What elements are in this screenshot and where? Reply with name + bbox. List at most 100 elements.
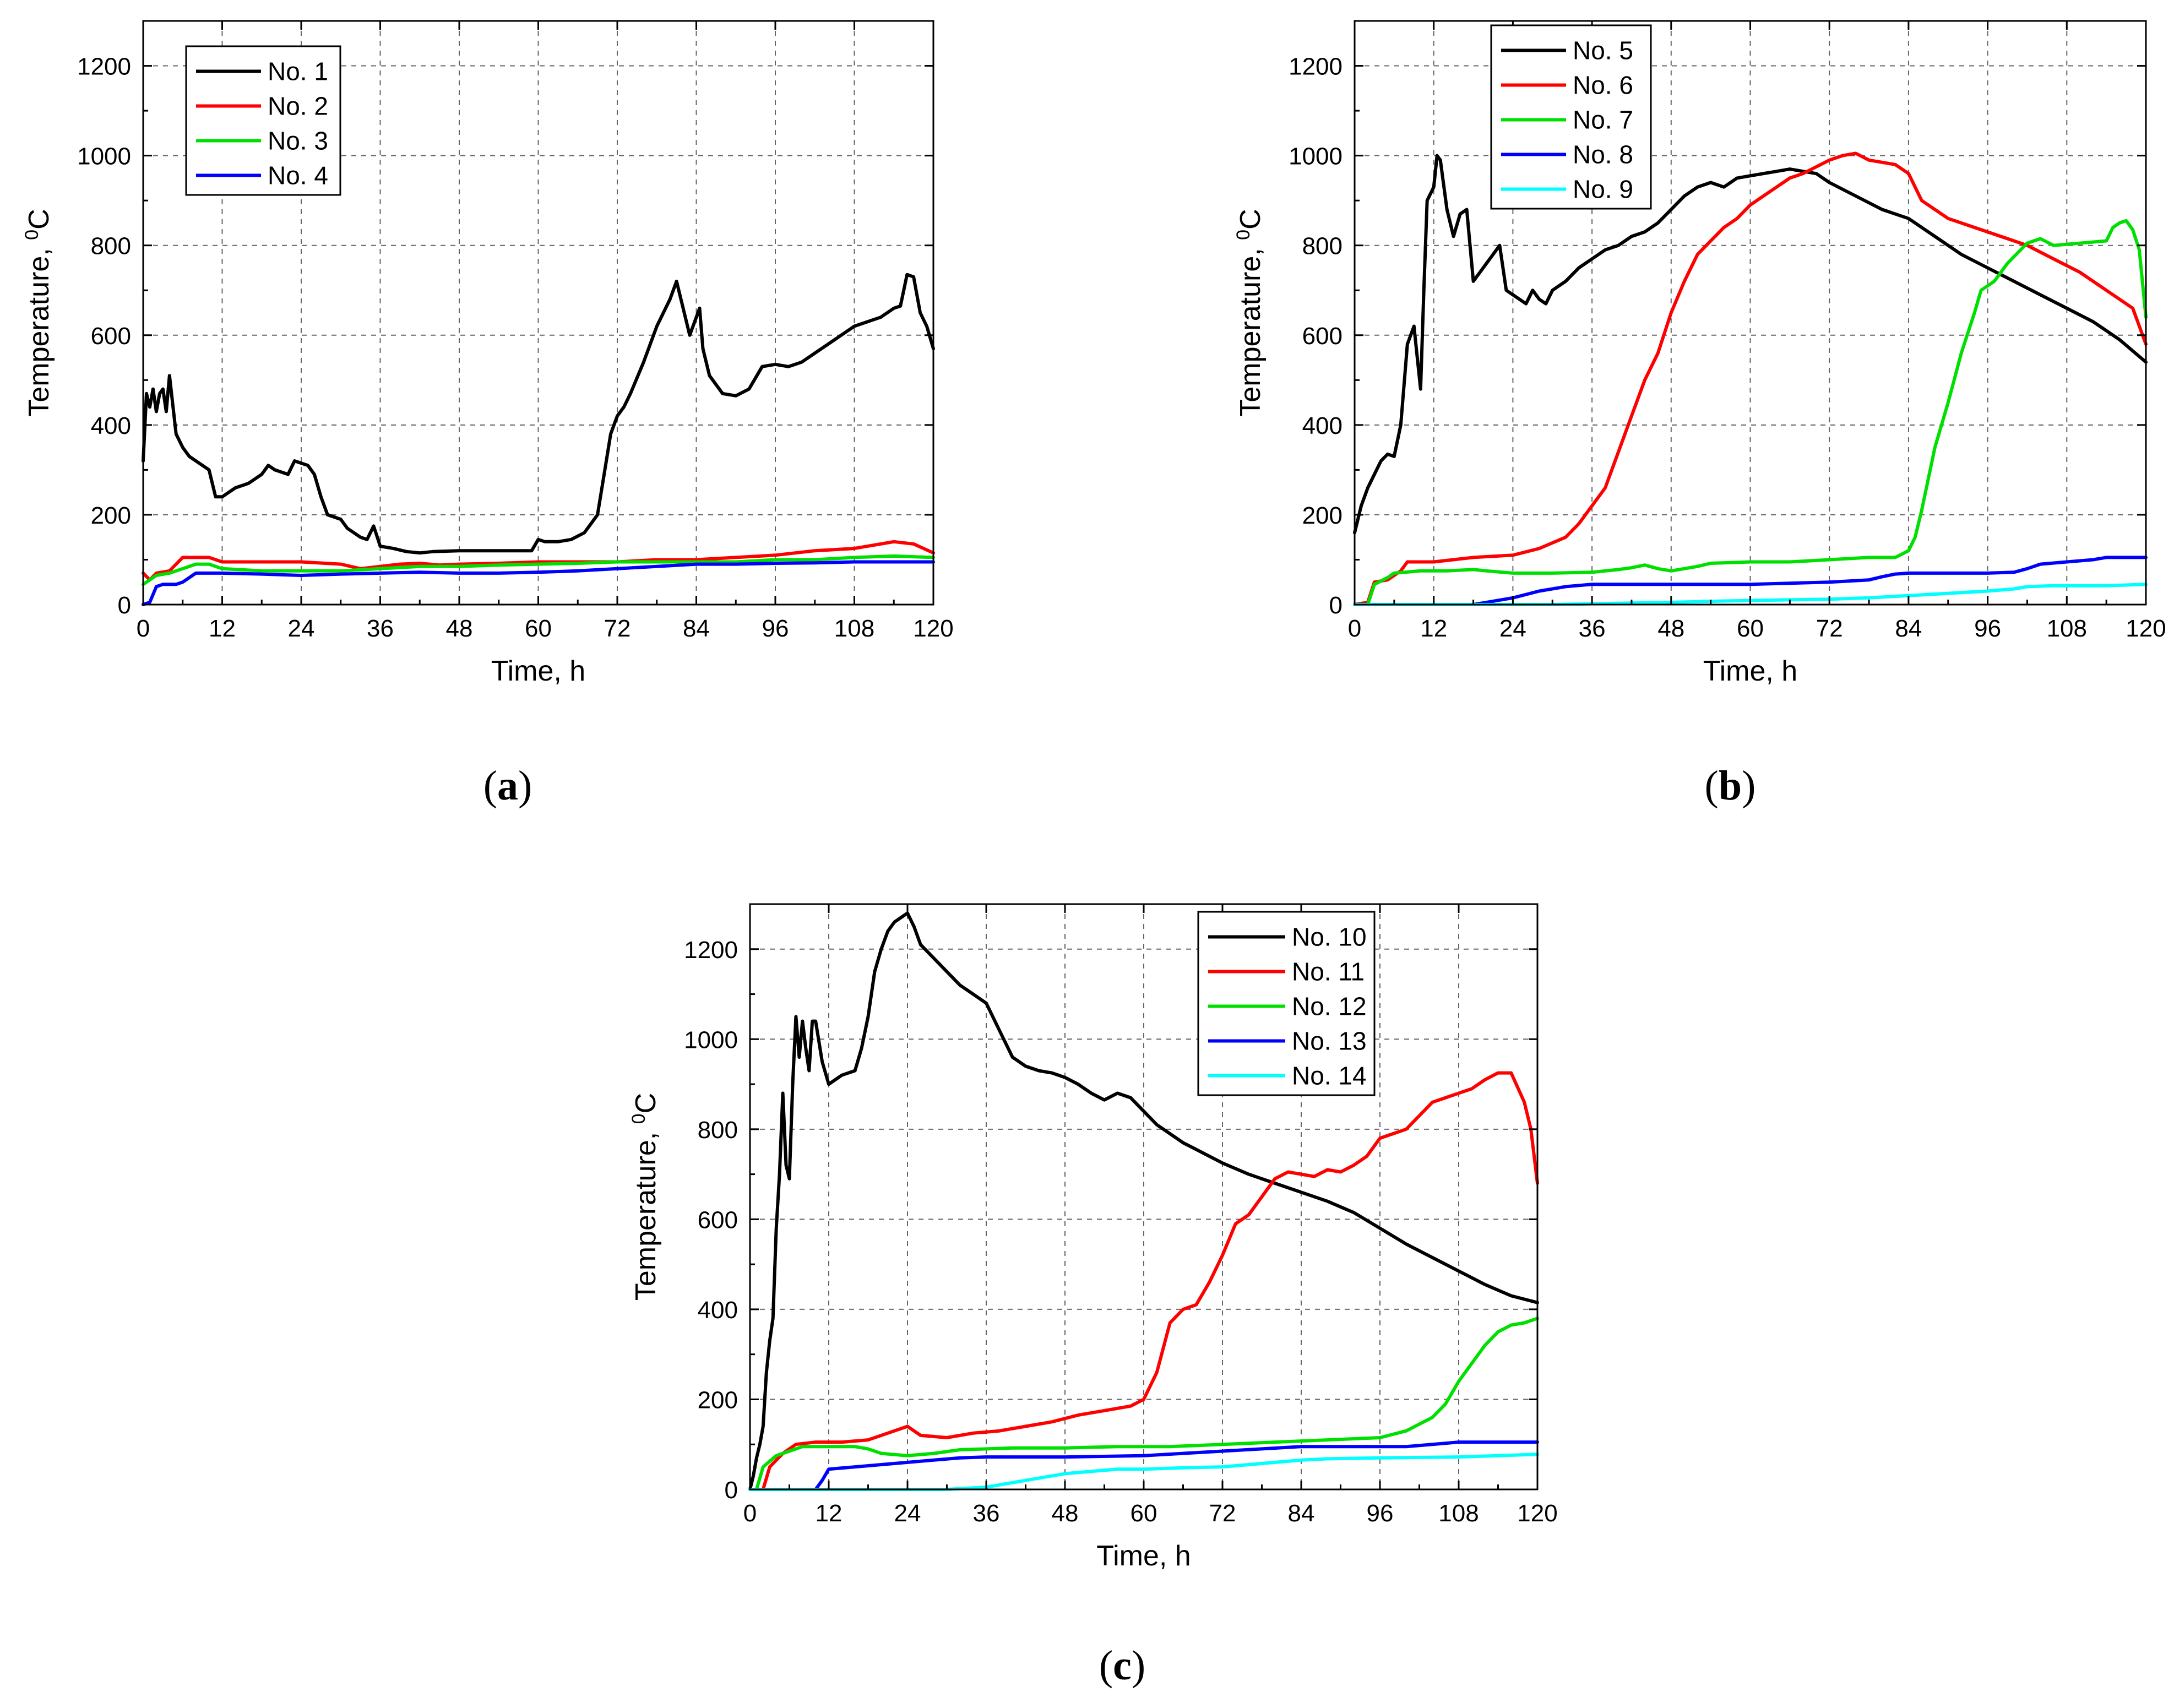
- x-tick-label: 24: [894, 1500, 921, 1527]
- legend-label: No. 5: [1573, 36, 1633, 65]
- y-tick-label: 1200: [1289, 53, 1343, 80]
- x-tick-label: 72: [1816, 615, 1843, 642]
- legend-label: No. 3: [268, 127, 328, 155]
- legend-box: [185, 45, 341, 196]
- x-axis-title: Time, h: [1703, 655, 1797, 687]
- x-tick-label: 48: [1657, 615, 1684, 642]
- x-tick-label: 120: [1517, 1500, 1557, 1527]
- y-tick-label: 400: [1302, 412, 1343, 439]
- y-tick-label: 600: [698, 1206, 738, 1233]
- x-tick-label: 84: [1288, 1500, 1315, 1527]
- x-tick-label: 84: [1895, 615, 1922, 642]
- series-line-no-3: [142, 554, 935, 586]
- x-tick-label: 0: [743, 1500, 757, 1527]
- series-line-no-2: [142, 540, 935, 582]
- legend: No. 5 No. 6 No. 7 No. 8 No. 9: [1490, 24, 1652, 210]
- x-tick-label: 60: [1737, 615, 1764, 642]
- panel-label-close: ): [518, 763, 532, 809]
- x-tick-label: 72: [604, 615, 631, 642]
- y-axis-title-superscript: 0: [21, 230, 42, 240]
- series-line-no-12: [748, 1317, 1539, 1491]
- series-line-no-4: [142, 560, 935, 606]
- y-axis-title: Temperature, 0C: [21, 209, 55, 416]
- legend-label: No. 10: [1292, 923, 1367, 951]
- y-axis-title-superscript: 0: [1233, 230, 1254, 240]
- x-tick-label: 24: [1499, 615, 1526, 642]
- y-tick-label: 1200: [684, 937, 738, 964]
- y-tick-label: 1000: [684, 1026, 738, 1053]
- y-axis-title-unit: C: [1235, 209, 1267, 230]
- series-line-no-14: [748, 1453, 1539, 1491]
- legend-label: No. 2: [268, 92, 328, 121]
- x-tick-label: 60: [525, 615, 552, 642]
- y-tick-label: 0: [118, 592, 131, 619]
- y-tick-label: 1200: [77, 53, 131, 80]
- x-tick-label: 36: [1579, 615, 1606, 642]
- chart-panel-a: 0 12 24 36 48 60 72 84 96 108 12002004006008001000…: [21, 20, 954, 809]
- y-tick-label: 800: [698, 1117, 738, 1144]
- panel-label-close: ): [1742, 763, 1755, 809]
- legend-label: No. 6: [1573, 71, 1633, 100]
- panel-label-open: (: [1099, 1642, 1113, 1689]
- series-line-no-10: [748, 911, 1539, 1491]
- y-tick-label: 400: [91, 412, 131, 439]
- x-axis-title: Time, h: [1096, 1540, 1191, 1572]
- y-axis-title-superscript: 0: [628, 1113, 649, 1124]
- panel-label: (b): [1705, 763, 1756, 809]
- x-tick-label: 0: [137, 615, 150, 642]
- x-tick-label: 12: [209, 615, 236, 642]
- x-tick-label: 12: [816, 1500, 843, 1527]
- x-tick-label: 48: [1052, 1500, 1079, 1527]
- legend-label: No. 13: [1292, 1027, 1367, 1056]
- series-line-no-5: [1353, 154, 2148, 535]
- legend-label: No. 12: [1292, 992, 1367, 1021]
- y-tick-label: 1000: [77, 143, 131, 170]
- y-tick-label: 800: [1302, 233, 1343, 260]
- x-tick-label: 72: [1209, 1500, 1236, 1527]
- x-tick-label: 24: [288, 615, 315, 642]
- y-tick-label: 0: [1329, 592, 1343, 619]
- x-tick-label: 96: [762, 615, 789, 642]
- chart-panel-c: 0 12 24 36 48 60 72 84 96 108 12002004006008001000…: [628, 903, 1558, 1689]
- panel-label-letter: c: [1113, 1642, 1132, 1689]
- legend: No. 1 No. 2 No. 3 No. 4: [185, 45, 341, 196]
- legend-label: No. 4: [268, 161, 328, 190]
- x-tick-label: 96: [1974, 615, 2001, 642]
- series-line-no-11: [748, 1071, 1539, 1491]
- x-tick-label: 120: [913, 615, 953, 642]
- y-axis-title-main: Temperature,: [1235, 240, 1267, 417]
- panel-label-open: (: [483, 763, 497, 809]
- y-tick-label: 1000: [1289, 143, 1343, 170]
- panel-label-close: ): [1132, 1642, 1145, 1689]
- legend: No. 10 No. 11 No. 12 No. 13 No. 14: [1197, 911, 1376, 1096]
- y-axis-title-unit: C: [630, 1093, 662, 1114]
- legend-label: No. 11: [1292, 958, 1365, 986]
- y-axis-title: Temperature, 0C: [1233, 209, 1267, 416]
- x-tick-label: 120: [2126, 615, 2166, 642]
- legend-label: No. 1: [268, 57, 328, 86]
- y-tick-label: 800: [91, 233, 131, 260]
- x-tick-label: 0: [1348, 615, 1361, 642]
- legend-label: No. 14: [1292, 1062, 1367, 1090]
- series-line-no-13: [748, 1440, 1539, 1491]
- y-axis-title-main: Temperature,: [630, 1124, 662, 1301]
- series-line-no-9: [1353, 583, 2148, 606]
- y-tick-label: 600: [91, 323, 131, 350]
- x-tick-label: 96: [1367, 1500, 1394, 1527]
- x-tick-label: 36: [973, 1500, 1000, 1527]
- x-tick-label: 36: [367, 615, 394, 642]
- x-tick-label: 48: [446, 615, 473, 642]
- x-tick-label: 108: [2047, 615, 2087, 642]
- panel-label-letter: a: [497, 763, 518, 809]
- legend-label: No. 9: [1573, 175, 1633, 204]
- y-tick-label: 200: [91, 502, 131, 529]
- y-axis-title-unit: C: [23, 209, 55, 230]
- series-line-no-1: [142, 273, 935, 555]
- legend-label: No. 8: [1573, 140, 1633, 169]
- legend-box: [1197, 911, 1376, 1096]
- chart-panel-b: 0 12 24 36 48 60 72 84 96 108 12002004006008001000…: [1233, 20, 2166, 809]
- y-tick-label: 200: [1302, 502, 1343, 529]
- x-tick-label: 12: [1420, 615, 1447, 642]
- y-tick-label: 600: [1302, 323, 1343, 350]
